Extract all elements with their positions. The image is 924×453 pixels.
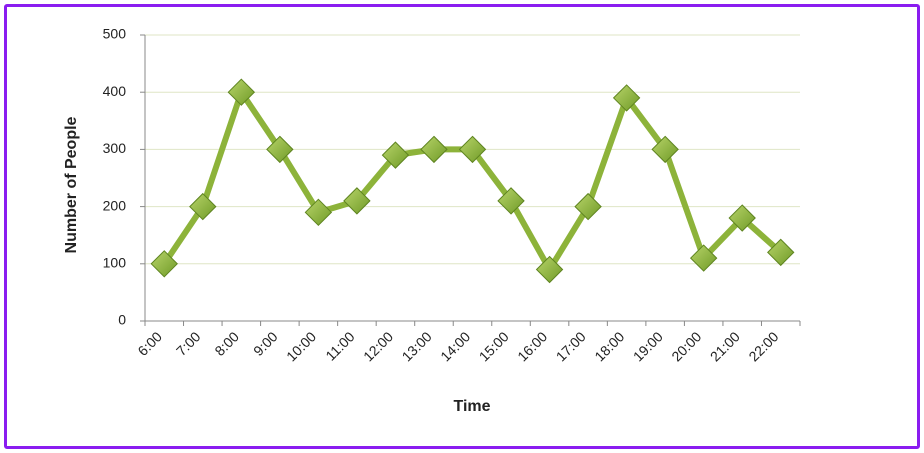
x-tick-label: 8:00 [211, 328, 242, 359]
line [161, 89, 783, 273]
marker [189, 192, 217, 221]
x-tick-label: 18:00 [591, 328, 627, 364]
y-tick-label: 400 [103, 83, 127, 99]
x-tick-label: 6:00 [134, 328, 165, 359]
marker [651, 135, 679, 164]
marker [689, 244, 718, 272]
y-axis-title: Number of People [63, 116, 80, 253]
x-tick-label: 19:00 [630, 328, 666, 364]
y-tick-label: 200 [103, 197, 127, 213]
frame [4, 4, 920, 449]
marker [574, 192, 602, 221]
marker [227, 78, 256, 106]
x-tick-label: 21:00 [707, 328, 743, 364]
x-tick-label: 20:00 [668, 328, 704, 364]
marker [150, 250, 178, 278]
marker [535, 255, 564, 284]
x-tick-label: 14:00 [437, 328, 473, 364]
marker [767, 238, 795, 267]
y-tick-label: 0 [118, 312, 126, 328]
marker [612, 84, 641, 112]
x-tick-label: 15:00 [476, 328, 512, 364]
x-tick-label: 11:00 [322, 328, 358, 364]
marker [728, 204, 756, 232]
x-tick-label: 7:00 [173, 328, 204, 359]
marker [458, 135, 487, 164]
x-tick-label: 10:00 [283, 328, 319, 364]
x-tick-label: 9:00 [250, 328, 281, 359]
marker [381, 141, 410, 169]
y-tick-label: 300 [103, 140, 127, 156]
y-tick-label: 100 [103, 255, 127, 271]
x-tick-label: 22:00 [745, 328, 781, 364]
x-axis-title: Time [453, 398, 490, 415]
x-tick-label: 12:00 [360, 328, 396, 364]
y-tick-label: 500 [103, 26, 127, 42]
marker [304, 198, 333, 227]
marker [497, 187, 525, 215]
x-tick-label: 13:00 [399, 328, 435, 364]
x-tick-label: 17:00 [553, 328, 589, 364]
x-tick-label: 16:00 [514, 328, 550, 364]
marker [420, 135, 448, 164]
marker [343, 187, 371, 215]
marker [266, 135, 294, 164]
